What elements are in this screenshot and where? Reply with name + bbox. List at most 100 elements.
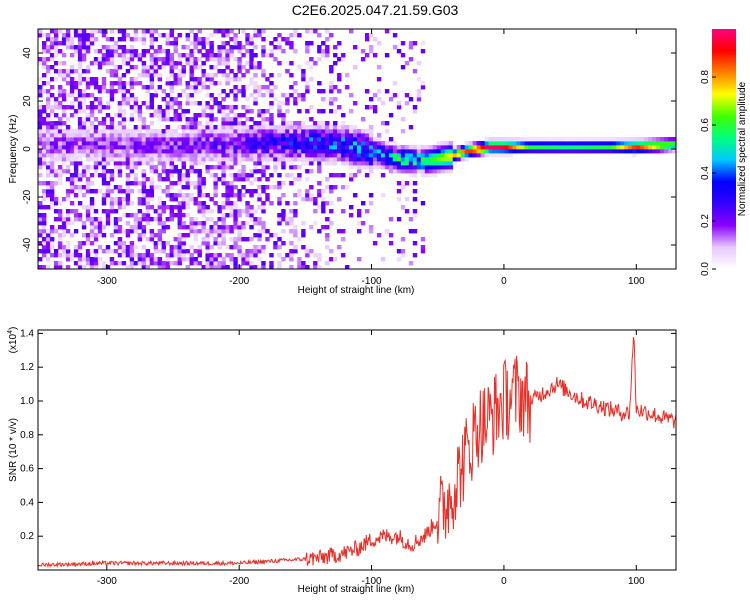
spectrogram-cell <box>105 245 111 250</box>
spectrogram-cell <box>169 213 174 218</box>
spectrogram-cell <box>241 137 246 142</box>
spectrogram-cell <box>420 249 426 254</box>
spectrogram-cell <box>61 245 67 250</box>
spectrogram-cell <box>305 49 310 54</box>
spectrogram-cell <box>560 145 565 150</box>
spectrogram-cell <box>672 149 676 154</box>
spectrogram-cell <box>85 189 91 194</box>
spectrogram-cell <box>281 113 286 118</box>
spectrogram-cell <box>225 253 230 258</box>
spectrogram-cell <box>229 89 234 94</box>
spectrogram-cell <box>472 141 478 146</box>
spectrogram-cell <box>38 265 43 269</box>
spectrogram-cell <box>157 85 163 90</box>
spectrogram-cell <box>193 237 198 242</box>
spectrogram-cell <box>193 77 198 82</box>
spectrogram-cell <box>353 161 358 166</box>
spectrogram-cell <box>364 37 370 42</box>
spectrogram-cell <box>221 181 226 186</box>
spectrogram-cell <box>185 97 190 102</box>
spectrogram-cell <box>205 85 210 90</box>
spectrogram-cell <box>225 149 230 154</box>
spectrogram-cell <box>73 149 79 154</box>
spectrogram-cell <box>233 161 238 166</box>
spectrogram-cell <box>329 249 334 254</box>
spectrogram-cell <box>360 141 366 146</box>
spectrogram-cell <box>93 189 99 194</box>
spectrogram-cell <box>113 225 119 230</box>
spectrogram-cell <box>289 165 294 170</box>
spectrogram-cell <box>436 157 442 162</box>
spectrogram-cell <box>408 41 414 46</box>
spectrogram-cell <box>392 161 398 166</box>
spectrogram-cell <box>45 121 51 126</box>
spectrogram-cell <box>213 165 218 170</box>
spectrogram-cell <box>420 153 426 158</box>
spectrogram-cell <box>221 57 226 62</box>
spectrogram-cell <box>380 121 386 126</box>
spectrogram-cell <box>221 45 226 50</box>
spectrogram-cell <box>273 133 278 138</box>
spectrogram-cell <box>305 141 310 146</box>
spectrogram-cell <box>281 165 286 170</box>
spectrogram-cell <box>185 145 190 150</box>
spectrogram-cell <box>213 53 218 58</box>
spectrogram-cell <box>273 125 278 130</box>
spectrogram-cell <box>57 245 63 250</box>
spectrogram-cell <box>209 77 214 82</box>
spectrogram-cell <box>165 137 170 142</box>
spectrogram-cell <box>197 245 202 250</box>
spectrogram-cell <box>225 189 230 194</box>
spectrogram-cell <box>329 185 334 190</box>
spectrogram-cell <box>265 85 270 90</box>
spectrogram-cell <box>225 185 230 190</box>
spectrogram-cell <box>249 145 254 150</box>
spectrogram-cell <box>65 41 71 46</box>
spectrogram-cell <box>225 165 230 170</box>
spectrogram-cell <box>129 257 135 262</box>
spectrogram-cell <box>372 109 378 114</box>
spectrogram-cell <box>45 189 51 194</box>
spectrogram-cell <box>189 49 194 54</box>
spectrogram-cell <box>149 253 155 258</box>
spectrogram-cell <box>38 165 43 170</box>
spectrogram-cell <box>157 129 163 134</box>
spectrogram-cell <box>520 149 525 154</box>
spectrogram-cell <box>45 169 51 174</box>
spectrogram-cell <box>360 145 366 150</box>
spectrogram-cell <box>261 133 266 138</box>
spectrogram-cell <box>293 49 298 54</box>
spectrogram-cell <box>133 33 139 38</box>
spectrogram-cell <box>360 133 366 138</box>
spectrogram-cell <box>125 149 131 154</box>
spectrogram-cell <box>173 77 178 82</box>
spectrogram-cell <box>209 257 214 262</box>
spectrogram-cell <box>161 161 166 166</box>
spectrogram-cell <box>253 249 258 254</box>
spectrogram-cell <box>41 73 47 78</box>
spectrogram-cell <box>38 249 43 254</box>
spectrogram-cell <box>253 161 258 166</box>
spectrogram-cell <box>197 37 202 42</box>
spectrogram-cell <box>448 153 454 158</box>
spectrogram-cell <box>229 121 234 126</box>
spectrogram-cell <box>173 113 178 118</box>
spectrogram-cell <box>57 153 63 158</box>
spectrogram-cell <box>197 205 202 210</box>
spectrogram-cell <box>432 145 438 150</box>
spectrogram-cell <box>129 97 135 102</box>
spectrogram-cell <box>384 53 390 58</box>
spectrogram-cell <box>285 121 290 126</box>
spectrogram-cell <box>57 93 63 98</box>
spectrogram-cell <box>396 257 402 262</box>
spectrogram-cell <box>241 165 246 170</box>
spectrogram-cell <box>420 173 426 178</box>
spectrogram-cell <box>376 153 382 158</box>
spectrogram-cell <box>237 233 242 238</box>
spectrogram-cell <box>285 69 290 74</box>
spectrogram-cell <box>588 145 593 150</box>
spectrogram-cell <box>488 141 493 146</box>
spectrogram-cell <box>69 105 75 110</box>
spectrogram-cell <box>109 129 115 134</box>
spectrogram-cell <box>412 173 418 178</box>
